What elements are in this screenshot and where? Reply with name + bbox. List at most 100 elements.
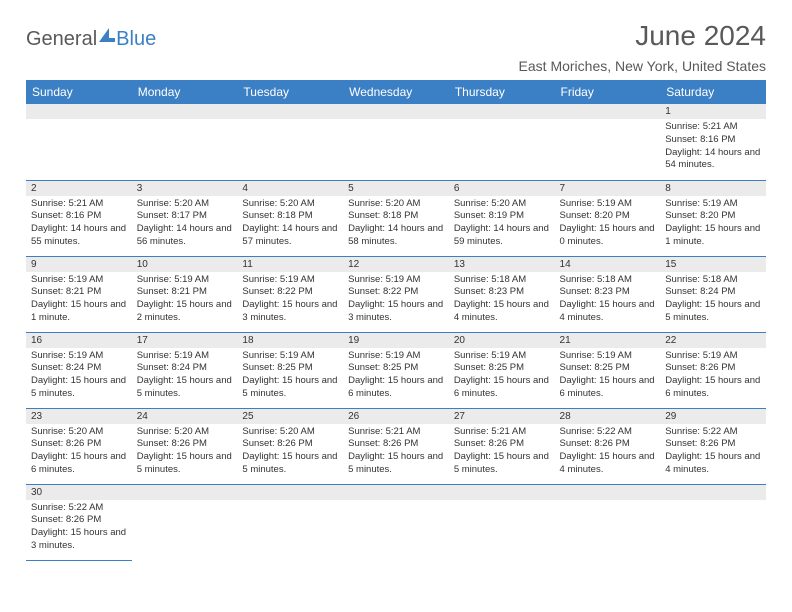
calendar-cell: 7Sunrise: 5:19 AMSunset: 8:20 PMDaylight… [555,180,661,256]
day-number: 21 [555,333,661,348]
day-content: Sunrise: 5:18 AMSunset: 8:23 PMDaylight:… [449,272,555,328]
day-header: Friday [555,80,661,104]
sunrise-text: Sunrise: 5:20 AM [454,198,550,211]
sunrise-text: Sunrise: 5:20 AM [137,198,233,211]
daylight-text: Daylight: 15 hours and 0 minutes. [560,223,656,249]
daylight-text: Daylight: 15 hours and 5 minutes. [348,451,444,477]
day-content: Sunrise: 5:20 AMSunset: 8:17 PMDaylight:… [132,196,238,252]
day-content: Sunrise: 5:19 AMSunset: 8:25 PMDaylight:… [449,348,555,404]
daylight-text: Daylight: 15 hours and 4 minutes. [454,299,550,325]
day-number [132,485,238,500]
daylight-text: Daylight: 15 hours and 5 minutes. [242,375,338,401]
day-number: 12 [343,257,449,272]
calendar-cell [449,484,555,560]
day-number: 11 [237,257,343,272]
day-number: 19 [343,333,449,348]
sunrise-text: Sunrise: 5:22 AM [665,426,761,439]
day-header: Tuesday [237,80,343,104]
daylight-text: Daylight: 14 hours and 57 minutes. [242,223,338,249]
calendar-cell: 13Sunrise: 5:18 AMSunset: 8:23 PMDayligh… [449,256,555,332]
daylight-text: Daylight: 15 hours and 6 minutes. [348,375,444,401]
sunset-text: Sunset: 8:25 PM [242,362,338,375]
day-content: Sunrise: 5:21 AMSunset: 8:16 PMDaylight:… [660,119,766,175]
calendar-cell: 15Sunrise: 5:18 AMSunset: 8:24 PMDayligh… [660,256,766,332]
day-content: Sunrise: 5:21 AMSunset: 8:26 PMDaylight:… [343,424,449,480]
day-number [237,485,343,500]
day-number: 6 [449,181,555,196]
sunset-text: Sunset: 8:23 PM [454,286,550,299]
day-number: 3 [132,181,238,196]
sunrise-text: Sunrise: 5:19 AM [31,274,127,287]
calendar-cell: 17Sunrise: 5:19 AMSunset: 8:24 PMDayligh… [132,332,238,408]
sunset-text: Sunset: 8:20 PM [665,210,761,223]
sunset-text: Sunset: 8:26 PM [665,438,761,451]
daylight-text: Daylight: 15 hours and 6 minutes. [454,375,550,401]
sunrise-text: Sunrise: 5:20 AM [31,426,127,439]
calendar-cell: 9Sunrise: 5:19 AMSunset: 8:21 PMDaylight… [26,256,132,332]
day-content: Sunrise: 5:20 AMSunset: 8:18 PMDaylight:… [237,196,343,252]
day-number: 14 [555,257,661,272]
calendar-cell [660,484,766,560]
daylight-text: Daylight: 15 hours and 1 minute. [665,223,761,249]
sunrise-text: Sunrise: 5:22 AM [31,502,127,515]
sunset-text: Sunset: 8:25 PM [560,362,656,375]
calendar-cell: 25Sunrise: 5:20 AMSunset: 8:26 PMDayligh… [237,408,343,484]
daylight-text: Daylight: 14 hours and 59 minutes. [454,223,550,249]
calendar-cell [449,104,555,180]
daylight-text: Daylight: 14 hours and 56 minutes. [137,223,233,249]
calendar-cell: 24Sunrise: 5:20 AMSunset: 8:26 PMDayligh… [132,408,238,484]
day-number [343,485,449,500]
calendar-cell: 30Sunrise: 5:22 AMSunset: 8:26 PMDayligh… [26,484,132,560]
day-number: 10 [132,257,238,272]
sunrise-text: Sunrise: 5:20 AM [137,426,233,439]
sunset-text: Sunset: 8:26 PM [242,438,338,451]
sunset-text: Sunset: 8:16 PM [665,134,761,147]
day-content: Sunrise: 5:19 AMSunset: 8:25 PMDaylight:… [237,348,343,404]
logo-text-general: General [26,28,97,51]
calendar-cell: 2Sunrise: 5:21 AMSunset: 8:16 PMDaylight… [26,180,132,256]
day-number: 16 [26,333,132,348]
daylight-text: Daylight: 15 hours and 6 minutes. [665,375,761,401]
day-header: Saturday [660,80,766,104]
day-content: Sunrise: 5:18 AMSunset: 8:24 PMDaylight:… [660,272,766,328]
sunset-text: Sunset: 8:26 PM [665,362,761,375]
sunset-text: Sunset: 8:25 PM [348,362,444,375]
day-content: Sunrise: 5:22 AMSunset: 8:26 PMDaylight:… [555,424,661,480]
day-number: 27 [449,409,555,424]
calendar-row: 9Sunrise: 5:19 AMSunset: 8:21 PMDaylight… [26,256,766,332]
sunrise-text: Sunrise: 5:21 AM [454,426,550,439]
sunrise-text: Sunrise: 5:19 AM [454,350,550,363]
sunrise-text: Sunrise: 5:19 AM [242,274,338,287]
calendar-cell [555,104,661,180]
sunrise-text: Sunrise: 5:18 AM [560,274,656,287]
day-content: Sunrise: 5:19 AMSunset: 8:20 PMDaylight:… [555,196,661,252]
day-number [555,485,661,500]
location: East Moriches, New York, United States [519,58,766,74]
calendar-row: 30Sunrise: 5:22 AMSunset: 8:26 PMDayligh… [26,484,766,560]
day-content: Sunrise: 5:20 AMSunset: 8:26 PMDaylight:… [237,424,343,480]
sunset-text: Sunset: 8:26 PM [31,514,127,527]
sunset-text: Sunset: 8:18 PM [348,210,444,223]
calendar-cell [237,484,343,560]
logo: General Blue [26,28,156,51]
calendar-cell [237,104,343,180]
day-number [132,104,238,119]
month-year: June 2024 [519,20,766,52]
day-header: Wednesday [343,80,449,104]
day-content: Sunrise: 5:19 AMSunset: 8:24 PMDaylight:… [26,348,132,404]
sunset-text: Sunset: 8:21 PM [137,286,233,299]
daylight-text: Daylight: 15 hours and 5 minutes. [665,299,761,325]
day-number: 18 [237,333,343,348]
day-content: Sunrise: 5:19 AMSunset: 8:21 PMDaylight:… [26,272,132,328]
daylight-text: Daylight: 14 hours and 58 minutes. [348,223,444,249]
day-number: 23 [26,409,132,424]
sunrise-text: Sunrise: 5:19 AM [665,198,761,211]
calendar-cell: 19Sunrise: 5:19 AMSunset: 8:25 PMDayligh… [343,332,449,408]
calendar-cell: 10Sunrise: 5:19 AMSunset: 8:21 PMDayligh… [132,256,238,332]
daylight-text: Daylight: 15 hours and 4 minutes. [560,451,656,477]
day-number: 13 [449,257,555,272]
day-content: Sunrise: 5:20 AMSunset: 8:18 PMDaylight:… [343,196,449,252]
daylight-text: Daylight: 15 hours and 5 minutes. [137,451,233,477]
calendar-cell [26,104,132,180]
sunrise-text: Sunrise: 5:19 AM [665,350,761,363]
